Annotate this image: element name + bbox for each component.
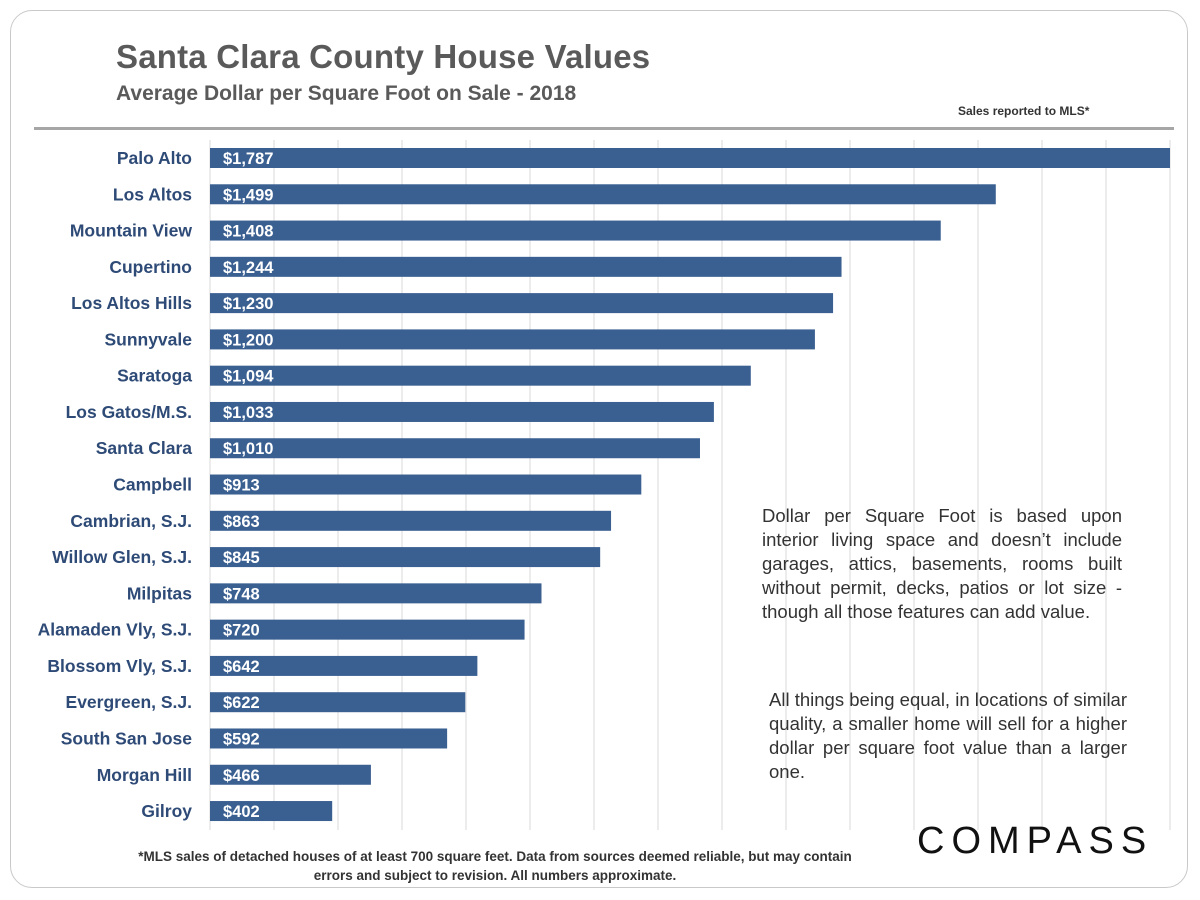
bar-value-label: $622: [223, 694, 260, 712]
category-label: South San Jose: [61, 728, 193, 748]
bar: [210, 801, 333, 822]
bar: [210, 256, 842, 277]
bar-value-label: $748: [223, 585, 260, 603]
category-label: Los Gatos/M.S.: [66, 402, 192, 422]
bar: [210, 583, 542, 604]
bar-value-label: $1,244: [223, 259, 274, 277]
bar: [210, 220, 941, 241]
bar-value-label: $1,408: [223, 223, 273, 241]
bar-value-label: $1,230: [223, 295, 273, 313]
category-label: Sunnyvale: [104, 329, 192, 349]
bar-value-label: $1,094: [223, 368, 274, 386]
bar: [210, 474, 642, 495]
bar: [210, 728, 448, 749]
bar-value-label: $845: [223, 549, 260, 567]
bar-value-label: $1,499: [223, 186, 273, 204]
category-label: Campbell: [113, 475, 192, 495]
bar: [210, 619, 525, 640]
bar: [210, 365, 751, 386]
bar: [210, 438, 700, 459]
category-label: Saratoga: [117, 366, 192, 386]
category-label: Evergreen, S.J.: [66, 692, 192, 712]
category-label: Mountain View: [70, 221, 193, 241]
bar-value-label: $592: [223, 730, 260, 748]
category-label: Gilroy: [141, 801, 192, 821]
bar: [210, 764, 371, 785]
category-label: Palo Alto: [117, 148, 192, 168]
category-label: Los Altos: [113, 184, 192, 204]
header-divider: [34, 127, 1174, 130]
bar-value-label: $402: [223, 803, 260, 821]
category-label: Willow Glen, S.J.: [52, 547, 192, 567]
category-label: Cambrian, S.J.: [70, 511, 192, 531]
bar: [210, 184, 996, 205]
chart-subtitle: Average Dollar per Square Foot on Sale -…: [116, 82, 577, 105]
category-label: Santa Clara: [96, 438, 193, 458]
bar: [210, 692, 466, 713]
bar: [210, 329, 815, 350]
bar-value-label: $1,033: [223, 404, 273, 422]
category-label: Cupertino: [109, 257, 192, 277]
category-label: Los Altos Hills: [71, 293, 192, 313]
bar: [210, 547, 601, 568]
bar-value-label: $863: [223, 513, 260, 531]
category-label: Milpitas: [127, 583, 192, 603]
category-label: Blossom Vly, S.J.: [47, 656, 192, 676]
bar: [210, 655, 478, 676]
comparison-note: All things being equal, in locations of …: [769, 689, 1127, 782]
bar-value-label: $720: [223, 622, 260, 640]
bar-value-label: $913: [223, 477, 260, 495]
bar: [210, 293, 834, 314]
category-label: Morgan Hill: [97, 765, 192, 785]
category-label: Alamaden Vly, S.J.: [38, 620, 192, 640]
bar-value-label: $1,200: [223, 331, 273, 349]
definition-note: Dollar per Square Foot is based upon int…: [762, 505, 1122, 622]
bar: [210, 401, 714, 422]
compass-logo: COMPASS: [917, 820, 1154, 862]
bar-value-label: $642: [223, 658, 260, 676]
chart-title: Santa Clara County House Values: [116, 38, 651, 75]
bar: [210, 148, 1170, 168]
bar-value-label: $1,787: [223, 150, 273, 168]
bar-value-label: $1,010: [223, 440, 273, 458]
footnote: *MLS sales of detached houses of at leas…: [138, 849, 852, 883]
bar-value-label: $466: [223, 767, 260, 785]
source-note: Sales reported to MLS*: [958, 104, 1090, 118]
bar: [210, 510, 612, 531]
